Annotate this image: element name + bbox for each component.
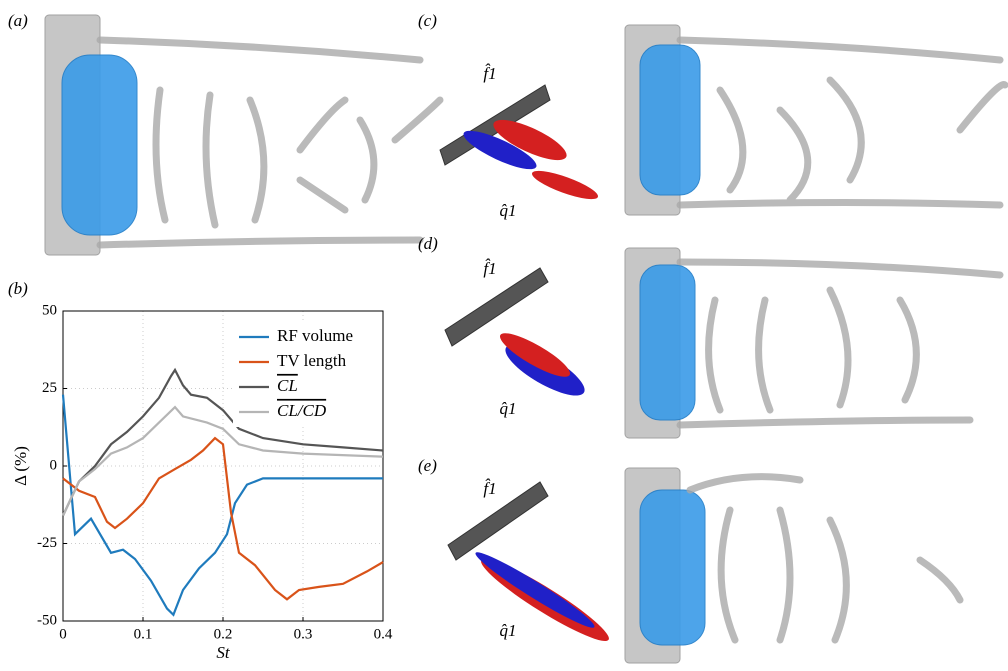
- plot-frame: [62, 310, 384, 622]
- mode-label: f̂1: [483, 478, 496, 498]
- y-tick-label: -25: [37, 535, 57, 551]
- panel-label: (d): [418, 234, 438, 253]
- render-d: [444, 247, 1004, 439]
- x-tick-label: 0.2: [214, 626, 233, 642]
- y-tick-label: -50: [37, 612, 57, 628]
- panel-label: (e): [418, 456, 437, 475]
- legend-label: TV length: [277, 351, 347, 370]
- mode-label: q̂1: [500, 201, 517, 220]
- series-line: [62, 405, 384, 517]
- x-tick-label: 0.1: [134, 626, 153, 642]
- series-line: [62, 367, 384, 517]
- render-c: [439, 24, 1008, 216]
- render-e: [447, 467, 964, 664]
- legend-box: [233, 321, 381, 427]
- y-axis-label: Δ (%): [11, 446, 30, 486]
- legend-label: CL: [277, 376, 298, 395]
- render-a: [44, 14, 444, 256]
- x-tick-label: 0: [59, 626, 67, 642]
- x-tick-label: 0.3: [294, 626, 313, 642]
- y-tick-label: 0: [50, 457, 58, 473]
- panel-label: (b): [8, 279, 28, 298]
- series-line: [62, 436, 384, 601]
- mode-label: f̂1: [483, 63, 496, 83]
- mode-label: f̂1: [483, 258, 496, 278]
- panel-label: (c): [418, 11, 437, 30]
- mode-label: q̂1: [500, 399, 517, 418]
- legend-label: CL/CD: [277, 401, 327, 420]
- mode-label: q̂1: [500, 621, 517, 640]
- legend-label: RF volume: [277, 326, 353, 345]
- x-axis-label: St: [216, 643, 231, 662]
- y-tick-label: 50: [42, 302, 57, 318]
- x-tick-label: 0.4: [374, 626, 393, 642]
- series-line: [61, 394, 383, 617]
- panel-label: (a): [8, 11, 28, 30]
- y-tick-label: 25: [42, 380, 57, 396]
